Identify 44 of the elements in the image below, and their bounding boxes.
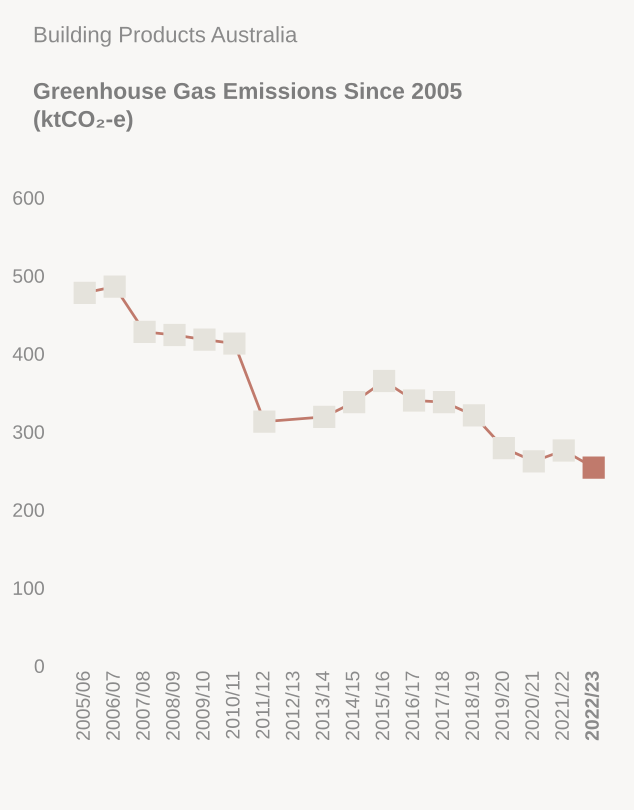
point bbox=[552, 439, 575, 462]
x-tick-label: 2022/23 bbox=[584, 671, 600, 740]
point bbox=[492, 437, 515, 460]
point bbox=[253, 410, 276, 433]
x-tick-label: 2010/11 bbox=[225, 672, 240, 739]
point bbox=[104, 275, 126, 298]
chart-subtitle: Building Products Australia bbox=[34, 26, 298, 47]
point bbox=[582, 456, 605, 479]
x-tick-label: 2013/14 bbox=[315, 671, 330, 740]
point bbox=[193, 328, 216, 351]
y-tick-label: 300 bbox=[13, 425, 44, 439]
x-tick-label: 2016/17 bbox=[404, 672, 420, 740]
point bbox=[343, 390, 366, 414]
x-tick-label: 2021/22 bbox=[554, 672, 569, 740]
x-tick-label: 2009/10 bbox=[195, 671, 210, 740]
point bbox=[462, 404, 486, 426]
x-tick-label: 2017/18 bbox=[434, 672, 450, 740]
chart-title: Greenhouse Gas Emissions Since 2005 (ktCO₂-e) bbox=[34, 82, 462, 132]
x-tick-label: 2005/06 bbox=[76, 672, 90, 740]
y-tick-label: 100 bbox=[14, 581, 44, 596]
x-tick-label: 2015/16 bbox=[375, 672, 390, 740]
x-tick-label: 2019/20 bbox=[494, 671, 510, 740]
y-tick-label: 500 bbox=[13, 269, 44, 283]
point bbox=[313, 406, 336, 428]
x-tick-label: 2018/19 bbox=[464, 672, 480, 740]
y-tick-label: 0 bbox=[34, 659, 44, 674]
point bbox=[522, 450, 545, 472]
x-tick-label: 2006/07 bbox=[106, 672, 120, 740]
x-tick-label: 2014/15 bbox=[345, 671, 360, 740]
y-tick-label: 600 bbox=[13, 191, 44, 205]
point bbox=[372, 370, 396, 392]
x-tick-label: 2007/08 bbox=[136, 672, 150, 740]
x-tick-label: 2012/13 bbox=[285, 672, 300, 740]
point bbox=[163, 324, 186, 346]
point bbox=[133, 320, 156, 343]
y-tick-label: 200 bbox=[13, 503, 44, 517]
point bbox=[223, 332, 246, 355]
x-tick-label: 2020/21 bbox=[524, 672, 540, 740]
x-tick-label: 2008/09 bbox=[165, 672, 180, 740]
y-tick-label: 400 bbox=[12, 347, 44, 361]
point bbox=[402, 389, 426, 412]
point bbox=[432, 390, 456, 414]
x-tick-label: 2011/12 bbox=[255, 672, 270, 739]
point bbox=[74, 282, 96, 304]
